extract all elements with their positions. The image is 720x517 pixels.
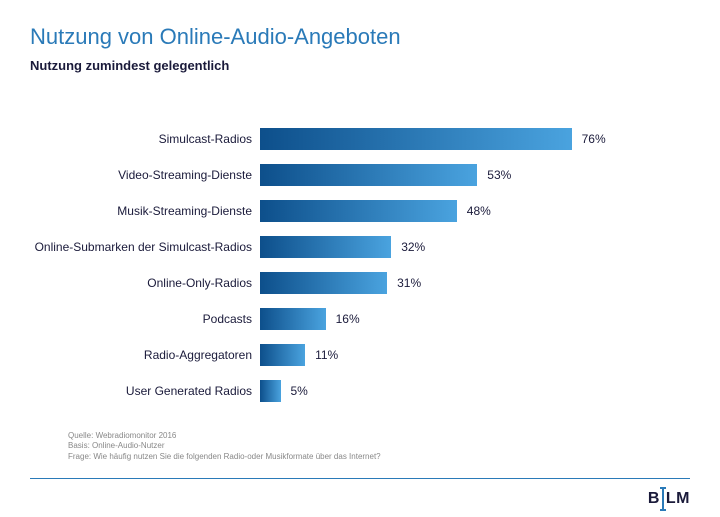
chart-row: User Generated Radios 5% <box>30 375 690 407</box>
bar-area: 11% <box>260 344 690 366</box>
chart-row: Video-Streaming-Dienste 53% <box>30 159 690 191</box>
bar <box>260 128 572 150</box>
bar-value: 5% <box>291 384 308 398</box>
bar <box>260 164 477 186</box>
logo: B LM <box>648 489 690 509</box>
chart-row: Podcasts 16% <box>30 303 690 335</box>
bar-label: User Generated Radios <box>30 384 260 398</box>
bar <box>260 200 457 222</box>
bar-label: Online-Only-Radios <box>30 276 260 290</box>
bar-area: 48% <box>260 200 690 222</box>
chart-row: Online-Only-Radios 31% <box>30 267 690 299</box>
bar-value: 53% <box>487 168 511 182</box>
logo-separator-icon <box>662 489 664 509</box>
bar-label: Musik-Streaming-Dienste <box>30 204 260 218</box>
bar-area: 31% <box>260 272 690 294</box>
chart-row: Musik-Streaming-Dienste 48% <box>30 195 690 227</box>
bar-area: 5% <box>260 380 690 402</box>
chart-row: Online-Submarken der Simulcast-Radios 32% <box>30 231 690 263</box>
chart-row: Simulcast-Radios 76% <box>30 123 690 155</box>
chart-row: Radio-Aggregatoren 11% <box>30 339 690 371</box>
bar-value: 31% <box>397 276 421 290</box>
bar <box>260 272 387 294</box>
bar-area: 16% <box>260 308 690 330</box>
bar <box>260 380 281 402</box>
bar <box>260 236 391 258</box>
bar-value: 32% <box>401 240 425 254</box>
page-title: Nutzung von Online-Audio-Angeboten <box>30 24 690 50</box>
bar-area: 53% <box>260 164 690 186</box>
bar-area: 32% <box>260 236 690 258</box>
page-subtitle: Nutzung zumindest gelegentlich <box>30 58 690 73</box>
bar-value: 76% <box>582 132 606 146</box>
slide: Nutzung von Online-Audio-Angeboten Nutzu… <box>0 0 720 517</box>
footer-divider <box>30 478 690 479</box>
bar <box>260 344 305 366</box>
bar-label: Radio-Aggregatoren <box>30 348 260 362</box>
footnotes: Quelle: Webradiomonitor 2016 Basis: Onli… <box>68 431 381 463</box>
bar-label: Podcasts <box>30 312 260 326</box>
bar-area: 76% <box>260 128 690 150</box>
footnote-question: Frage: Wie häufig nutzen Sie die folgend… <box>68 452 381 463</box>
bar-value: 48% <box>467 204 491 218</box>
bar <box>260 308 326 330</box>
logo-left: B <box>648 490 660 508</box>
bar-value: 16% <box>336 312 360 326</box>
bar-label: Online-Submarken der Simulcast-Radios <box>30 240 260 254</box>
bar-value: 11% <box>315 348 338 362</box>
logo-right: LM <box>666 490 690 508</box>
footnote-source: Quelle: Webradiomonitor 2016 <box>68 431 381 442</box>
footnote-basis: Basis: Online-Audio-Nutzer <box>68 441 381 452</box>
bar-chart: Simulcast-Radios 76% Video-Streaming-Diens… <box>30 123 690 407</box>
bar-label: Simulcast-Radios <box>30 132 260 146</box>
bar-label: Video-Streaming-Dienste <box>30 168 260 182</box>
